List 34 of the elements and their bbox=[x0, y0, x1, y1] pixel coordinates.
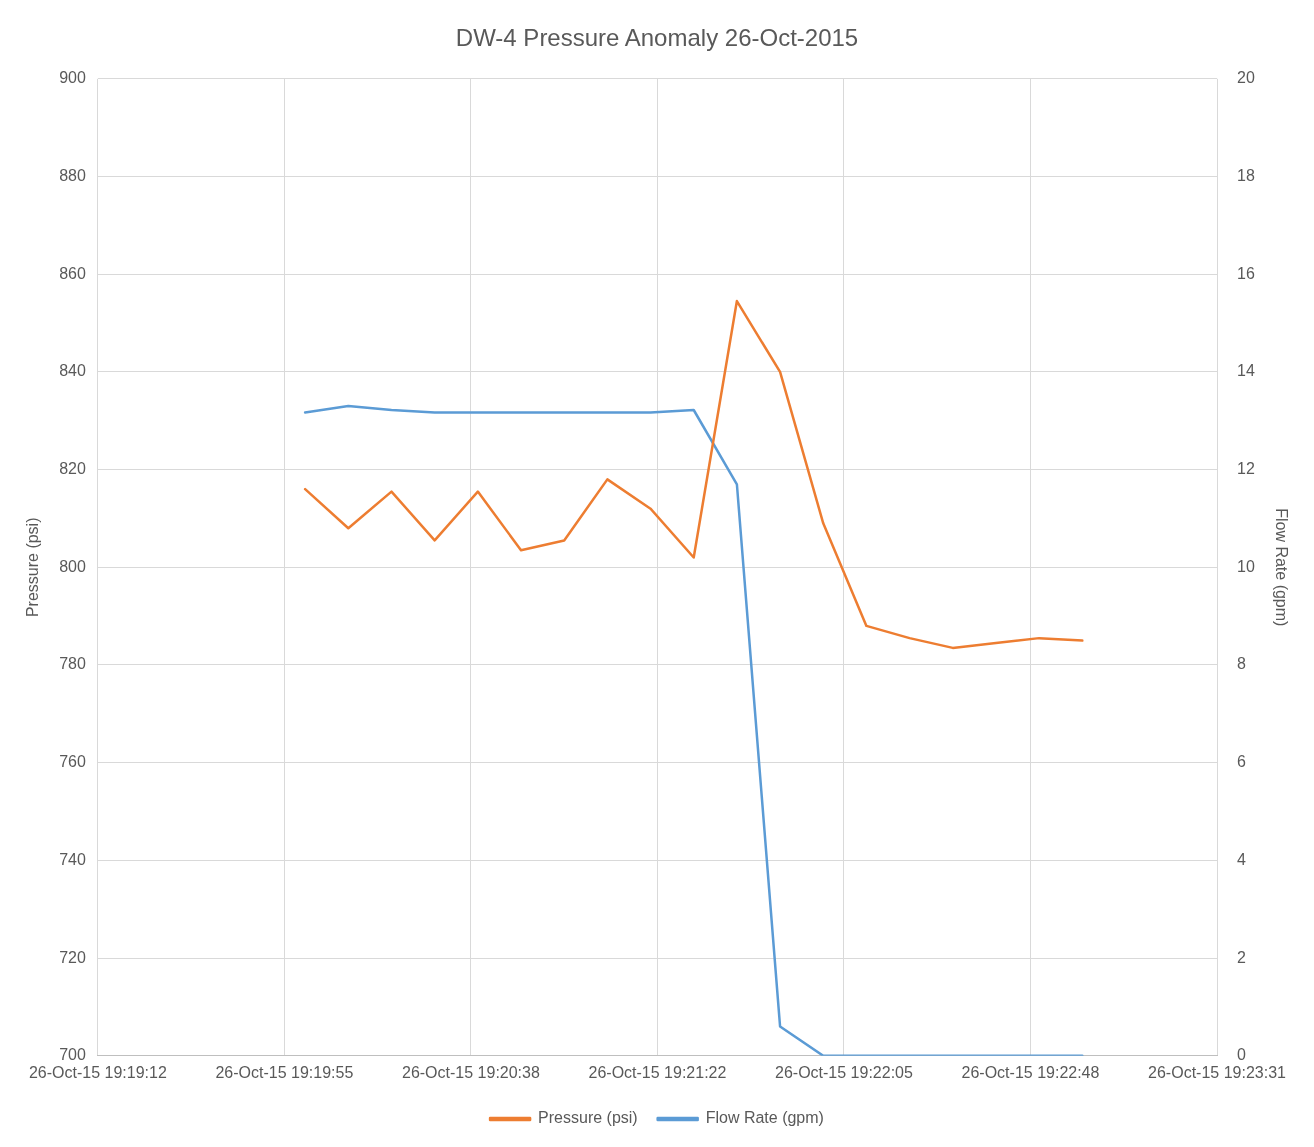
y-tick-label: 720 bbox=[59, 948, 86, 966]
y2-tick-label: 14 bbox=[1237, 362, 1255, 380]
x-tick-label: 26-Oct-15 19:21:22 bbox=[588, 1063, 727, 1081]
y2-axis-title: Flow Rate (gpm) bbox=[1272, 508, 1290, 627]
y-tick-label: 840 bbox=[59, 362, 86, 380]
y-tick-label: 900 bbox=[59, 69, 86, 87]
chart-title: DW-4 Pressure Anomaly 26-Oct-2015 bbox=[455, 24, 859, 52]
y2-tick-label: 8 bbox=[1237, 655, 1246, 673]
y-tick-label: 880 bbox=[59, 166, 86, 184]
y-tick-label: 760 bbox=[59, 753, 86, 771]
x-tick-label: 26-Oct-15 19:20:38 bbox=[401, 1063, 540, 1081]
y2-tick-label: 16 bbox=[1237, 264, 1255, 282]
legend-label: Flow Rate (gpm) bbox=[705, 1109, 824, 1127]
y-tick-label: 800 bbox=[59, 557, 86, 575]
y-tick-label: 740 bbox=[59, 850, 86, 868]
legend-label: Pressure (psi) bbox=[538, 1109, 638, 1127]
y2-tick-label: 20 bbox=[1237, 69, 1255, 87]
y2-tick-label: 18 bbox=[1237, 166, 1255, 184]
y2-tick-label: 6 bbox=[1237, 753, 1246, 771]
x-tick-label: 26-Oct-15 19:23:31 bbox=[1148, 1063, 1287, 1081]
y-tick-label: 780 bbox=[59, 655, 86, 673]
y2-tick-label: 4 bbox=[1237, 850, 1246, 868]
x-tick-label: 26-Oct-15 19:22:48 bbox=[961, 1063, 1100, 1081]
y2-tick-label: 12 bbox=[1237, 460, 1255, 478]
x-tick-label: 26-Oct-15 19:19:12 bbox=[28, 1063, 167, 1081]
y-tick-label: 700 bbox=[59, 1046, 86, 1064]
y-tick-label: 820 bbox=[59, 460, 86, 478]
y-axis-title: Pressure (psi) bbox=[24, 517, 42, 618]
x-tick-label: 26-Oct-15 19:22:05 bbox=[775, 1063, 913, 1081]
y2-tick-label: 10 bbox=[1237, 557, 1255, 575]
y-tick-label: 860 bbox=[59, 264, 86, 282]
y2-tick-label: 2 bbox=[1237, 948, 1246, 966]
x-tick-label: 26-Oct-15 19:19:55 bbox=[215, 1063, 354, 1081]
y2-tick-label: 0 bbox=[1237, 1046, 1246, 1064]
